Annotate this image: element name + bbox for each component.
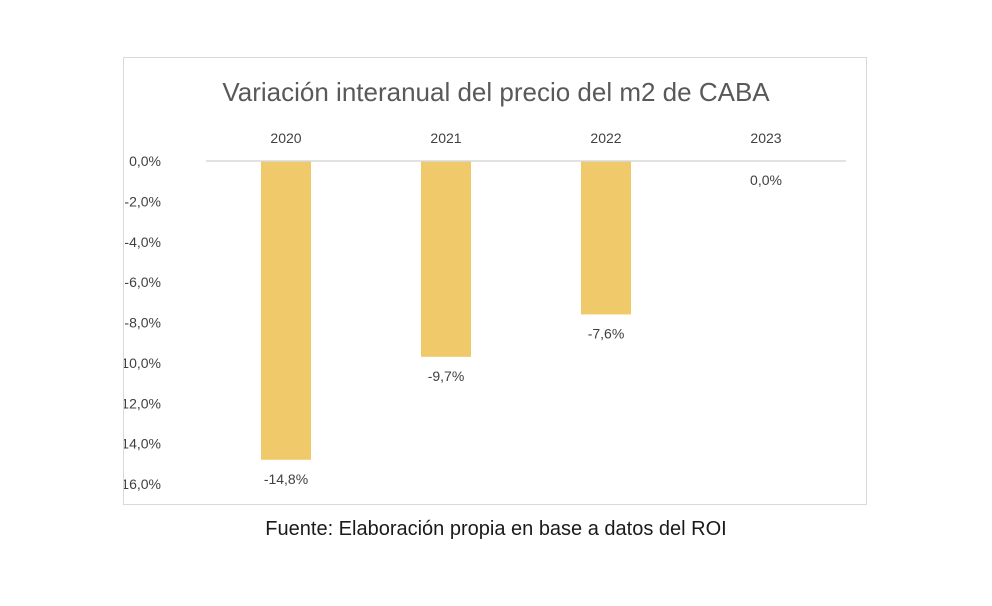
data-label: -7,6%: [588, 325, 625, 341]
data-label: -9,7%: [428, 368, 465, 384]
x-tick-label: 2020: [270, 130, 301, 146]
data-label: -14,8%: [264, 471, 308, 487]
bars: [261, 161, 631, 460]
source-caption: Fuente: Elaboración propia en base a dat…: [265, 518, 727, 540]
y-tick-label: -12,0%: [124, 395, 161, 411]
bar: [261, 161, 311, 460]
y-tick-label: -10,0%: [124, 355, 161, 371]
bar: [581, 161, 631, 315]
data-label: 0,0%: [750, 172, 782, 188]
y-tick-label: -16,0%: [124, 476, 161, 492]
bar: [421, 161, 471, 357]
y-tick-label: 0,0%: [129, 153, 161, 169]
y-tick-label: -14,0%: [124, 436, 161, 452]
y-tick-label: -2,0%: [124, 193, 161, 209]
chart-container: Variación interanual del precio del m2 d…: [123, 57, 867, 505]
data-labels: -14,8% -9,7% -7,6% 0,0%: [264, 172, 782, 487]
y-tick-label: -6,0%: [124, 274, 161, 290]
x-axis-ticks: 2020 2021 2022 2023: [270, 130, 781, 146]
x-tick-label: 2022: [590, 130, 621, 146]
x-tick-label: 2021: [430, 130, 461, 146]
y-tick-label: -8,0%: [124, 315, 161, 331]
y-tick-label: -4,0%: [124, 234, 161, 250]
chart-title: Variación interanual del precio del m2 d…: [222, 77, 770, 107]
bar-chart: Variación interanual del precio del m2 d…: [124, 77, 846, 492]
x-tick-label: 2023: [750, 130, 781, 146]
y-axis-ticks: 0,0% -2,0% -4,0% -6,0% -8,0% -10,0% -12,0% -14,…: [124, 153, 161, 492]
